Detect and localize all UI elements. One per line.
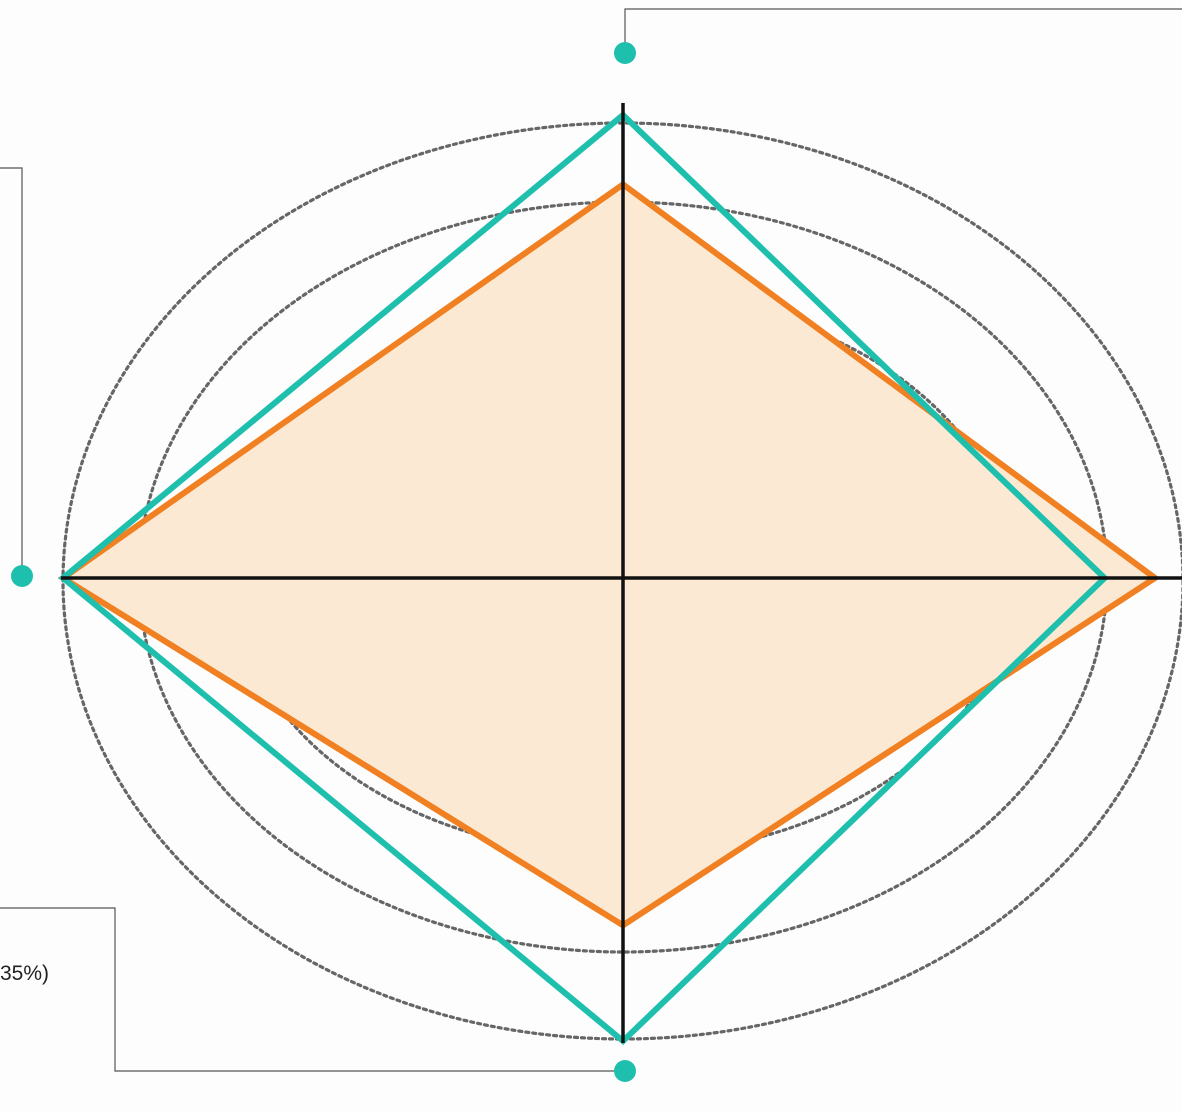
callout-marker-top — [614, 42, 636, 64]
callout-line-left — [0, 167, 23, 576]
annotation-label-bottom-left: 35%) — [0, 962, 50, 985]
callout-marker-bottom — [614, 1060, 636, 1082]
callout-marker-left — [11, 565, 33, 587]
axes-group — [61, 103, 1182, 1043]
callout-line-top — [624, 8, 1182, 53]
callout-line-bottom — [0, 907, 625, 1072]
callout-group — [0, 8, 1182, 1082]
